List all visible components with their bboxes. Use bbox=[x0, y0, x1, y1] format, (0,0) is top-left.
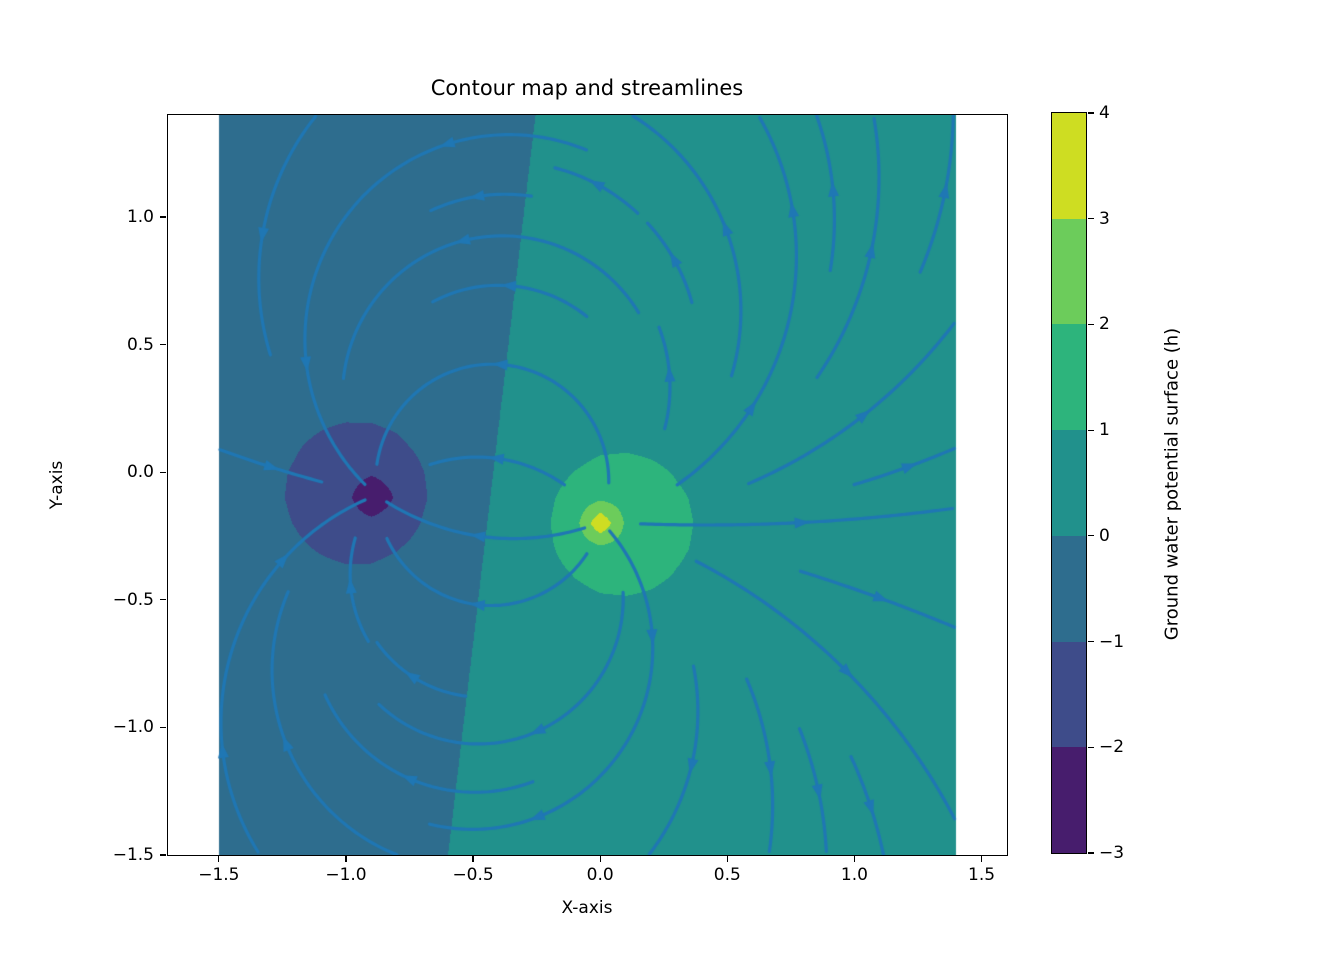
colorbar-tick-mark bbox=[1088, 640, 1094, 643]
colorbar-tick-label: 1 bbox=[1099, 420, 1110, 441]
colorbar-tick-mark bbox=[1088, 112, 1094, 114]
y-tick-mark bbox=[160, 599, 166, 601]
x-tick-label: 1.5 bbox=[968, 865, 996, 885]
chart-title: Contour map and streamlines bbox=[430, 76, 744, 100]
y-tick-label: −0.5 bbox=[112, 589, 154, 610]
x-tick-mark bbox=[345, 856, 347, 862]
y-tick-label: −1.0 bbox=[112, 717, 154, 738]
y-axis-label: Y-axis bbox=[47, 460, 67, 510]
y-tick-mark bbox=[160, 344, 166, 346]
colorbar-tick-label: 0 bbox=[1099, 525, 1110, 546]
colorbar-band bbox=[1052, 113, 1086, 219]
x-tick-label: −1.5 bbox=[198, 865, 240, 885]
colorbar-tick-label: 4 bbox=[1099, 103, 1110, 123]
x-axis-label: X-axis bbox=[561, 898, 613, 918]
colorbar-tick-mark bbox=[1088, 429, 1094, 431]
y-tick-mark bbox=[160, 726, 166, 728]
x-tick-mark bbox=[472, 856, 474, 862]
y-tick-label: 0.0 bbox=[126, 462, 154, 483]
colorbar-label: Ground water potential surface (h) bbox=[1161, 327, 1183, 641]
colorbar-band bbox=[1052, 747, 1086, 854]
x-tick-label: −1.0 bbox=[325, 865, 367, 885]
y-tick-mark bbox=[160, 216, 166, 218]
x-tick-label: 1.0 bbox=[840, 865, 868, 885]
x-tick-label: 0.5 bbox=[713, 865, 741, 885]
colorbar-tick-mark bbox=[1088, 218, 1094, 220]
colorbar-tick-label: −3 bbox=[1099, 843, 1125, 863]
colorbar-tick-mark bbox=[1088, 852, 1094, 854]
x-tick-label: 0.0 bbox=[586, 865, 614, 885]
colorbar-band bbox=[1052, 218, 1086, 325]
contour-streamline-canvas bbox=[168, 115, 1007, 855]
colorbar-tick-label: 3 bbox=[1099, 208, 1110, 229]
colorbar-band bbox=[1052, 324, 1086, 431]
x-tick-label: −0.5 bbox=[452, 865, 494, 885]
y-tick-label: 1.0 bbox=[126, 207, 154, 228]
colorbar-band bbox=[1052, 430, 1086, 536]
plot-area bbox=[167, 114, 1008, 856]
colorbar bbox=[1051, 112, 1087, 854]
x-tick-mark bbox=[726, 856, 728, 862]
y-tick-label: −1.5 bbox=[112, 845, 154, 865]
x-tick-mark bbox=[980, 856, 983, 862]
colorbar-band bbox=[1052, 535, 1086, 642]
x-tick-mark bbox=[599, 856, 601, 862]
colorbar-tick-mark bbox=[1088, 323, 1094, 326]
y-tick-mark bbox=[160, 854, 166, 856]
colorbar-band bbox=[1052, 641, 1086, 748]
y-tick-label: 0.5 bbox=[126, 334, 154, 355]
colorbar-tick-label: 2 bbox=[1099, 314, 1110, 335]
colorbar-tick-mark bbox=[1088, 746, 1094, 748]
colorbar-tick-label: −2 bbox=[1099, 737, 1125, 758]
colorbar-tick-mark bbox=[1088, 535, 1094, 537]
colorbar-tick-label: −1 bbox=[1099, 631, 1125, 652]
x-tick-mark bbox=[853, 856, 856, 862]
y-tick-mark bbox=[160, 471, 166, 473]
x-tick-mark bbox=[218, 856, 220, 862]
